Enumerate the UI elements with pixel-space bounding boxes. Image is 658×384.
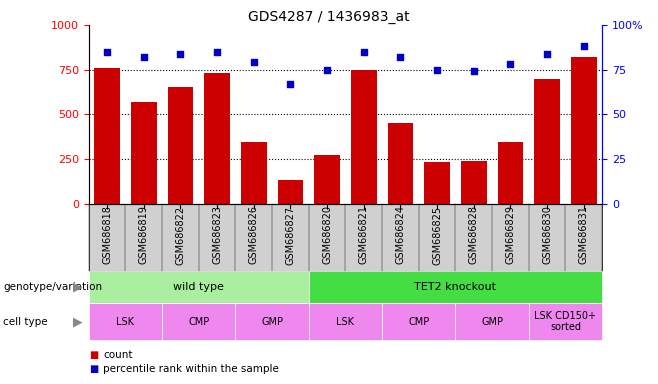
Text: TET2 knockout: TET2 knockout: [415, 282, 496, 292]
Bar: [94, 68, 120, 204]
Point: [139, 54, 149, 60]
Point: [102, 49, 113, 55]
Text: CMP: CMP: [188, 316, 209, 327]
Text: percentile rank within the sample: percentile rank within the sample: [103, 364, 279, 374]
Bar: [131, 102, 157, 204]
Text: wild type: wild type: [173, 282, 224, 292]
Text: GSM686822: GSM686822: [176, 205, 186, 265]
Point: [395, 54, 406, 60]
Text: cell type: cell type: [3, 316, 48, 327]
Point: [432, 66, 442, 73]
Point: [542, 50, 552, 56]
Text: genotype/variation: genotype/variation: [3, 282, 103, 292]
Text: GSM686830: GSM686830: [542, 205, 552, 264]
Text: GSM686821: GSM686821: [359, 205, 368, 265]
Text: GDS4287 / 1436983_at: GDS4287 / 1436983_at: [248, 10, 410, 23]
Text: GSM686826: GSM686826: [249, 205, 259, 265]
Text: GSM686820: GSM686820: [322, 205, 332, 265]
Bar: [204, 73, 230, 204]
Bar: [168, 88, 193, 204]
Text: GSM686823: GSM686823: [212, 205, 222, 265]
Text: GSM686829: GSM686829: [505, 205, 515, 265]
Text: LSK: LSK: [116, 316, 134, 327]
Point: [468, 68, 479, 74]
Bar: [241, 142, 266, 204]
Bar: [315, 155, 340, 204]
Bar: [461, 161, 487, 204]
Text: GMP: GMP: [261, 316, 283, 327]
Text: GSM686828: GSM686828: [468, 205, 479, 265]
Bar: [534, 79, 560, 204]
Text: CMP: CMP: [408, 316, 430, 327]
Bar: [278, 180, 303, 204]
Text: GSM686824: GSM686824: [395, 205, 405, 265]
Text: ▶: ▶: [72, 281, 82, 293]
Point: [359, 49, 369, 55]
Point: [212, 49, 222, 55]
Text: ▶: ▶: [72, 315, 82, 328]
Point: [322, 66, 332, 73]
Point: [578, 43, 589, 50]
Text: GSM686831: GSM686831: [579, 205, 589, 264]
Point: [249, 60, 259, 66]
Bar: [424, 162, 450, 204]
Text: GSM686819: GSM686819: [139, 205, 149, 264]
Point: [175, 50, 186, 56]
Text: count: count: [103, 350, 133, 360]
Text: GSM686825: GSM686825: [432, 205, 442, 265]
Bar: [497, 142, 523, 204]
Text: GMP: GMP: [481, 316, 503, 327]
Text: ■: ■: [89, 350, 98, 360]
Bar: [351, 70, 376, 204]
Text: GSM686818: GSM686818: [102, 205, 112, 264]
Bar: [571, 57, 597, 204]
Text: GSM686827: GSM686827: [286, 205, 295, 265]
Point: [505, 61, 516, 67]
Text: ■: ■: [89, 364, 98, 374]
Text: LSK: LSK: [336, 316, 355, 327]
Text: LSK CD150+
sorted: LSK CD150+ sorted: [534, 311, 596, 333]
Bar: [388, 123, 413, 204]
Point: [285, 81, 295, 87]
